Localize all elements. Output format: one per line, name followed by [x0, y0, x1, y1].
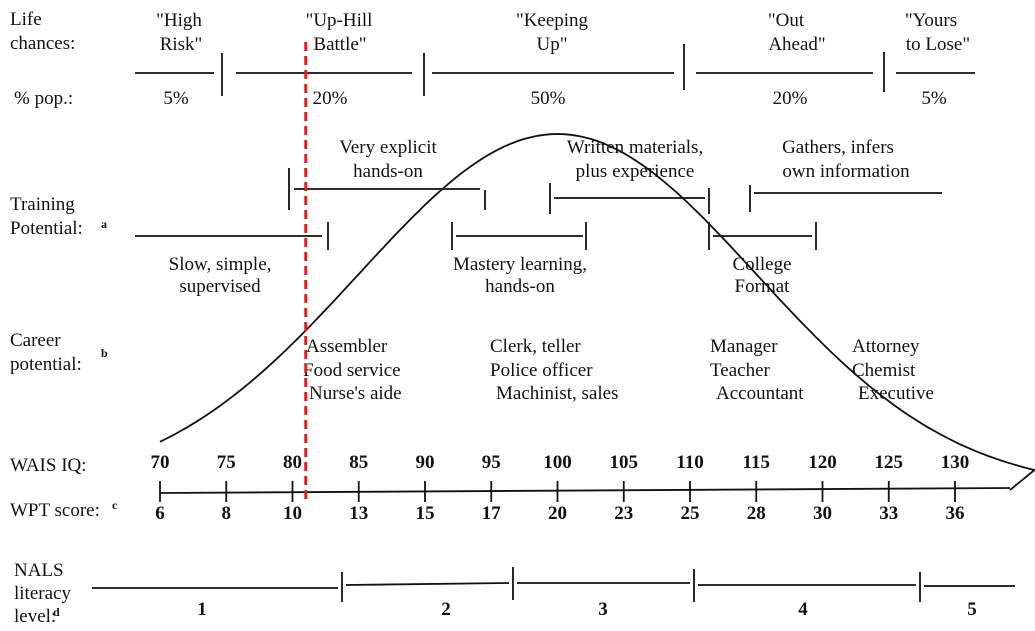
- very-explicit-line1: Very explicit: [339, 137, 437, 158]
- career-2-line2: Police officer: [490, 360, 593, 381]
- up-hill-battle-pct: 20%: [313, 88, 348, 109]
- high-risk-pct: 5%: [163, 88, 189, 109]
- training-brackets: [135, 168, 942, 250]
- up-hill-battle-label-line1: "Up-Hill: [306, 10, 373, 31]
- life-chances-label-line1: Life: [10, 9, 42, 30]
- iq-scale-ticks: 70 6 75 8 80 10 85 13 90 15 95 17 100 20 105 23 110 25 115…: [151, 452, 970, 524]
- out-ahead-label-line1: "Out: [768, 10, 805, 31]
- wpt-score-tick-label: 25: [681, 503, 700, 524]
- wpt-score-label: WPT score:: [10, 500, 100, 521]
- wais-iq-tick-label: 125: [875, 452, 904, 473]
- life-chances-row: "High Risk" 5% "Up-Hill Battle" 20% "Kee…: [135, 10, 975, 109]
- nals-label-line2: literacy: [14, 583, 71, 604]
- wais-iq-tick-label: 95: [482, 452, 501, 473]
- wais-iq-tick-label: 120: [808, 452, 837, 473]
- wpt-score-tick-label: 10: [283, 503, 302, 524]
- career-3-line1: Manager: [710, 336, 778, 357]
- wpt-score-tick-label: 6: [155, 503, 165, 524]
- nals-footnote-marker: d: [53, 605, 60, 619]
- career-4-line3: Executive: [858, 383, 934, 404]
- wpt-scale-axis: [159, 487, 1011, 494]
- keeping-up-pct: 50%: [531, 88, 566, 109]
- wpt-score-tick-label: 36: [946, 503, 965, 524]
- wais-iq-tick-label: 70: [151, 452, 170, 473]
- wais-iq-tick-label: 110: [676, 452, 703, 473]
- keeping-up-label-line1: "Keeping: [516, 10, 589, 31]
- wpt-score-tick-label: 17: [482, 503, 502, 524]
- career-1-line1: Assembler: [306, 336, 388, 357]
- written-materials-line1: Written materials,: [567, 137, 703, 158]
- nals-segment: [345, 582, 510, 586]
- keeping-up-label-line2: Up": [537, 34, 568, 55]
- yours-to-lose-label-line1: "Yours: [905, 10, 957, 31]
- life-chances-label-line2: chances:: [10, 33, 75, 54]
- career-3-line3: Accountant: [716, 383, 804, 404]
- high-risk-label-line2: Risk": [160, 34, 203, 55]
- wpt-score-tick-label: 20: [548, 503, 567, 524]
- wais-iq-tick-label: 115: [743, 452, 770, 473]
- wais-iq-tick-label: 75: [217, 452, 236, 473]
- training-labels: Very explicit hands-on Written materials…: [169, 137, 910, 297]
- out-ahead-pct: 20%: [773, 88, 808, 109]
- out-ahead-label-line2: Ahead": [768, 34, 825, 55]
- nals-level: 1: [197, 599, 207, 620]
- wais-iq-tick-label: 130: [941, 452, 970, 473]
- wpt-score-tick-label: 28: [747, 503, 766, 524]
- very-explicit-line2: hands-on: [353, 161, 423, 182]
- nals-label-line3: level:: [14, 606, 56, 627]
- mastery-learning-line2: hands-on: [485, 276, 555, 297]
- career-1-line2: Food service: [303, 360, 401, 381]
- wais-iq-label: WAIS IQ:: [10, 455, 87, 476]
- nals-level: 2: [441, 599, 451, 620]
- career-4-line2: Chemist: [852, 360, 916, 381]
- wpt-score-tick-label: 23: [614, 503, 633, 524]
- wais-iq-tick-label: 105: [610, 452, 639, 473]
- wais-iq-tick-label: 85: [349, 452, 368, 473]
- gathers-infers-line2: own information: [782, 161, 910, 182]
- nals-level: 3: [598, 599, 608, 620]
- career-1-line3: Nurse's aide: [309, 383, 402, 404]
- college-format-line2: Format: [735, 276, 791, 297]
- career-2-line3: Machinist, sales: [496, 383, 618, 404]
- college-format-line1: College: [732, 254, 791, 275]
- nals-label-line1: NALS: [14, 560, 64, 581]
- career-labels: Assembler Food service Nurse's aide Cler…: [303, 336, 934, 404]
- wpt-score-tick-label: 15: [416, 503, 435, 524]
- nals-level: 5: [967, 599, 977, 620]
- wais-iq-tick-label: 80: [283, 452, 302, 473]
- career-2-line1: Clerk, teller: [490, 336, 581, 357]
- wpt-score-tick-label: 13: [349, 503, 368, 524]
- training-label-line2: Potential:: [10, 218, 83, 239]
- training-footnote-marker: a: [101, 217, 107, 231]
- yours-to-lose-pct: 5%: [921, 88, 947, 109]
- nals-level: 4: [798, 599, 808, 620]
- wpt-footnote-marker: c: [112, 498, 118, 512]
- career-4-line1: Attorney: [852, 336, 920, 357]
- nals-row: 1 2 3 4 5: [92, 567, 1015, 620]
- career-footnote-marker: b: [101, 346, 108, 360]
- career-label-line2: potential:: [10, 354, 82, 375]
- career-label-line1: Career: [10, 330, 61, 351]
- mastery-learning-line1: Mastery learning,: [453, 254, 587, 275]
- slow-simple-line1: Slow, simple,: [169, 254, 272, 275]
- pct-pop-label: % pop.:: [14, 88, 73, 109]
- normal-distribution-curve: [159, 133, 1035, 491]
- wpt-score-tick-label: 8: [222, 503, 232, 524]
- up-hill-battle-label-line2: Battle": [313, 34, 366, 55]
- row-labels: Life chances: % pop.: Training Potential…: [10, 9, 118, 627]
- wpt-score-tick-label: 30: [813, 503, 832, 524]
- slow-simple-line2: supervised: [179, 276, 261, 297]
- wpt-score-tick-label: 33: [879, 503, 898, 524]
- yours-to-lose-label-line2: to Lose": [906, 34, 970, 55]
- training-label-line1: Training: [10, 194, 75, 215]
- high-risk-label-line1: "High: [156, 10, 202, 31]
- written-materials-line2: plus experience: [576, 161, 695, 182]
- wais-iq-tick-label: 90: [416, 452, 435, 473]
- career-3-line2: Teacher: [710, 360, 771, 381]
- wais-iq-tick-label: 100: [543, 452, 572, 473]
- gathers-infers-line1: Gathers, infers: [782, 137, 894, 158]
